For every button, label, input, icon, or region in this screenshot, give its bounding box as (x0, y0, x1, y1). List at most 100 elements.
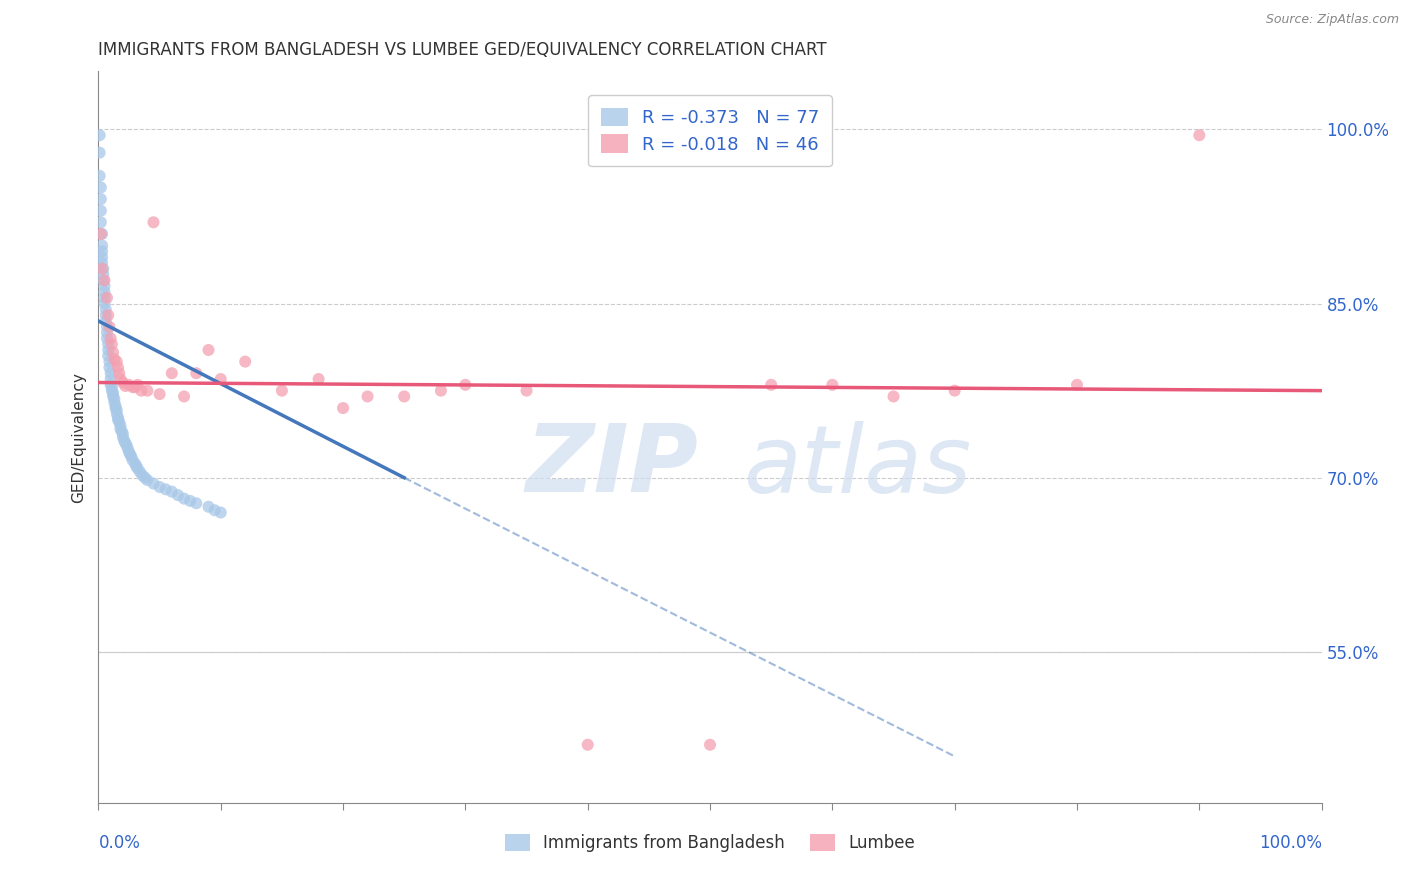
Point (136, 473, 159, 487)
Point (103, 392, 125, 406)
Point (160, 484, 183, 499)
Point (121, 380, 143, 394)
Point (204, 503, 226, 517)
Point (103, 395, 125, 409)
Point (91, 261, 114, 276)
Point (120, 450, 142, 464)
Point (125, 459, 148, 474)
Point (97, 308, 120, 322)
Point (100, 366, 122, 380)
Point (91, 261, 114, 276)
Point (101, 345, 124, 359)
Point (160, 366, 183, 380)
Point (89, 169, 111, 183)
Point (105, 407, 128, 421)
Point (90, 192, 112, 206)
Point (91, 238, 114, 252)
Point (96, 291, 118, 305)
Point (149, 480, 172, 494)
Point (430, 384, 453, 398)
Point (155, 483, 177, 497)
Point (356, 389, 378, 403)
Point (114, 436, 136, 450)
Point (107, 410, 129, 425)
Text: atlas: atlas (742, 421, 972, 512)
Point (94, 308, 117, 322)
Point (233, 354, 256, 368)
Point (101, 384, 124, 398)
Point (96, 319, 118, 334)
Point (98, 354, 121, 368)
Point (332, 401, 354, 415)
Text: IMMIGRANTS FROM BANGLADESH VS LUMBEE GED/EQUIVALENCY CORRELATION CHART: IMMIGRANTS FROM BANGLADESH VS LUMBEE GED… (98, 41, 827, 59)
Point (186, 366, 208, 380)
Point (197, 500, 219, 514)
Point (118, 377, 141, 392)
Point (1066, 377, 1088, 392)
Point (105, 354, 128, 368)
Point (142, 476, 165, 491)
Point (96, 331, 118, 345)
Point (98, 319, 121, 334)
Point (209, 372, 232, 386)
Point (114, 379, 136, 393)
Point (699, 738, 721, 752)
Point (100, 377, 122, 392)
Point (115, 438, 138, 452)
Point (118, 445, 141, 459)
Point (110, 418, 132, 433)
Point (1188, 128, 1211, 143)
Text: 0.0%: 0.0% (98, 834, 141, 852)
Point (108, 366, 131, 380)
Point (111, 376, 134, 390)
Text: 100.0%: 100.0% (1258, 834, 1322, 852)
Point (97, 343, 120, 357)
Point (186, 496, 208, 510)
Point (94, 314, 117, 328)
Point (120, 448, 142, 462)
Point (121, 453, 143, 467)
Point (107, 360, 129, 375)
Point (173, 389, 195, 403)
Point (89, 145, 111, 160)
Point (197, 343, 219, 357)
Point (101, 386, 124, 401)
Point (107, 412, 129, 426)
Y-axis label: GED/Equivalency: GED/Equivalency (72, 372, 87, 502)
Point (167, 488, 190, 502)
Point (308, 372, 330, 386)
Point (209, 506, 232, 520)
Text: Source: ZipAtlas.com: Source: ZipAtlas.com (1265, 13, 1399, 27)
Point (112, 434, 135, 448)
Point (111, 430, 134, 444)
Point (93, 273, 115, 287)
Point (101, 389, 124, 403)
Point (129, 465, 152, 479)
Point (761, 377, 783, 392)
Legend: Immigrants from Bangladesh, Lumbee: Immigrants from Bangladesh, Lumbee (496, 825, 924, 860)
Point (392, 389, 416, 403)
Point (883, 389, 905, 403)
Point (93, 291, 115, 305)
Point (134, 471, 156, 485)
Point (93, 296, 115, 310)
Point (90, 215, 112, 229)
Point (129, 384, 152, 398)
Point (90, 180, 112, 194)
Point (111, 426, 134, 441)
Point (100, 331, 122, 345)
Point (124, 380, 146, 394)
Point (89, 128, 111, 143)
Point (101, 337, 124, 351)
Point (111, 424, 134, 438)
Point (127, 461, 149, 475)
Point (110, 372, 132, 386)
Point (91, 268, 114, 282)
Point (576, 738, 599, 752)
Point (93, 285, 115, 299)
Point (124, 457, 146, 471)
Point (90, 203, 112, 218)
Point (454, 377, 477, 392)
Point (93, 279, 115, 293)
Point (821, 377, 844, 392)
